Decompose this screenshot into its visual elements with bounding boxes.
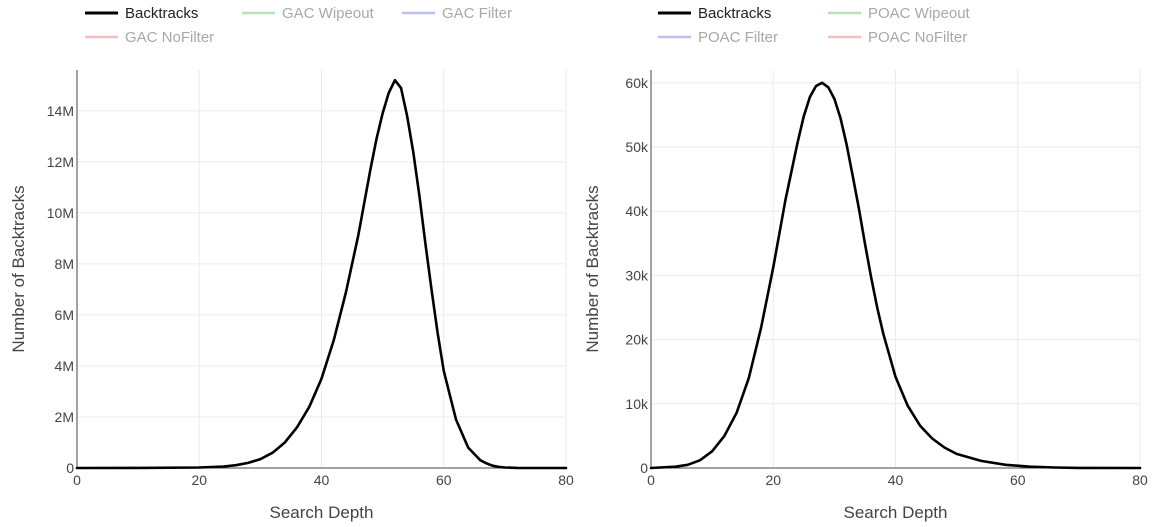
x-tick-label: 60	[436, 472, 452, 488]
x-tick-label: 20	[765, 472, 781, 488]
x-tick-label: 80	[558, 472, 574, 488]
legend-item-label[interactable]: GAC Wipeout	[282, 5, 375, 22]
legend-item-label[interactable]: POAC Filter	[698, 29, 778, 46]
x-tick-label: 0	[647, 472, 655, 488]
y-tick-label: 2M	[55, 409, 74, 425]
y-tick-label: 60k	[625, 75, 649, 91]
x-tick-label: 20	[191, 472, 207, 488]
y-tick-label: 20k	[625, 332, 649, 348]
y-tick-label: 12M	[47, 154, 74, 170]
y-tick-label: 50k	[625, 139, 649, 155]
x-axis-title: Search Depth	[270, 503, 374, 522]
legend-item-label[interactable]: POAC Wipeout	[868, 5, 971, 22]
legend-item-label[interactable]: Backtracks	[125, 5, 198, 22]
y-tick-label: 14M	[47, 103, 74, 119]
legend-item-label[interactable]: GAC Filter	[442, 5, 512, 22]
y-tick-label: 0	[640, 460, 648, 476]
y-tick-label: 0	[66, 460, 74, 476]
y-tick-label: 30k	[625, 267, 649, 283]
y-tick-label: 6M	[55, 307, 74, 323]
x-tick-label: 60	[1010, 472, 1026, 488]
legend-item-label[interactable]: POAC NoFilter	[868, 29, 967, 46]
legend-item-label[interactable]: GAC NoFilter	[125, 29, 214, 46]
x-tick-label: 0	[73, 472, 81, 488]
y-tick-label: 4M	[55, 358, 74, 374]
legend-item-label[interactable]: Backtracks	[698, 5, 771, 22]
x-tick-label: 40	[888, 472, 904, 488]
y-tick-label: 10k	[625, 396, 649, 412]
y-axis-title: Number of Backtracks	[9, 185, 28, 352]
y-axis-title: Number of Backtracks	[583, 185, 602, 352]
series-line-backtracks	[649, 81, 1142, 470]
x-tick-label: 80	[1132, 472, 1148, 488]
x-tick-label: 40	[314, 472, 330, 488]
y-tick-label: 10M	[47, 205, 74, 221]
y-tick-label: 40k	[625, 203, 649, 219]
x-axis-title: Search Depth	[844, 503, 948, 522]
y-tick-label: 8M	[55, 256, 74, 272]
series-line-backtracks	[75, 78, 568, 470]
